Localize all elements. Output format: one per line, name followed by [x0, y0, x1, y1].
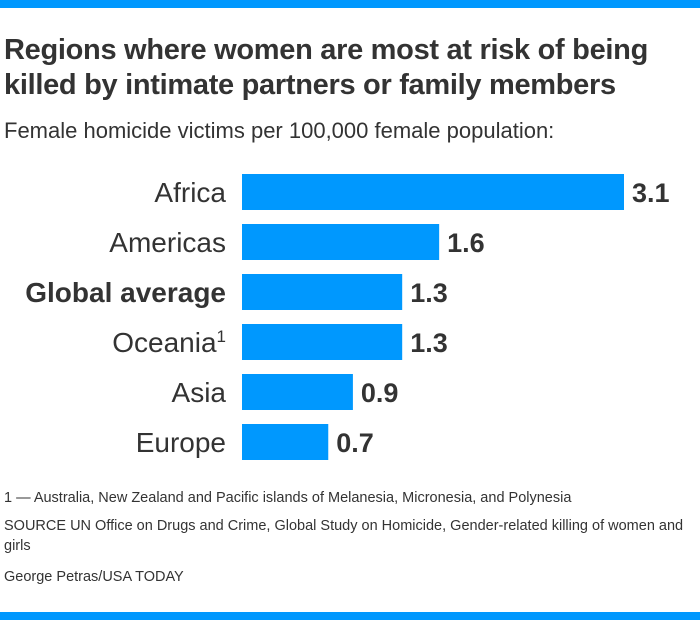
bottom-accent-band — [0, 612, 700, 620]
category-label: Global average — [25, 277, 226, 308]
bar-africa — [242, 174, 624, 210]
value-label: 1.3 — [410, 328, 448, 358]
category-label: Asia — [172, 377, 227, 408]
source-note: SOURCE UN Office on Drugs and Crime, Glo… — [4, 518, 684, 554]
top-accent-band — [0, 0, 700, 8]
value-label: 0.7 — [336, 428, 374, 458]
bar-asia — [242, 374, 353, 410]
credit: George Petras/USA TODAY — [4, 569, 184, 585]
category-label: Oceania1 — [112, 327, 226, 358]
value-label: 1.6 — [447, 228, 485, 258]
value-label: 0.9 — [361, 378, 399, 408]
value-label: 3.1 — [632, 178, 670, 208]
chart-title: Regions where women are most at risk of … — [4, 34, 648, 101]
bar-americas — [242, 224, 440, 260]
bar-oceania — [242, 324, 403, 360]
value-label: 1.3 — [410, 278, 448, 308]
category-label: Africa — [154, 177, 226, 208]
footnote: 1 — Australia, New Zealand and Pacific i… — [4, 490, 572, 506]
chart-subtitle: Female homicide victims per 100,000 fema… — [4, 118, 555, 143]
bar-global-average — [242, 274, 403, 310]
category-label: Europe — [136, 427, 226, 458]
bar-europe — [242, 424, 329, 460]
category-label: Americas — [109, 227, 226, 258]
